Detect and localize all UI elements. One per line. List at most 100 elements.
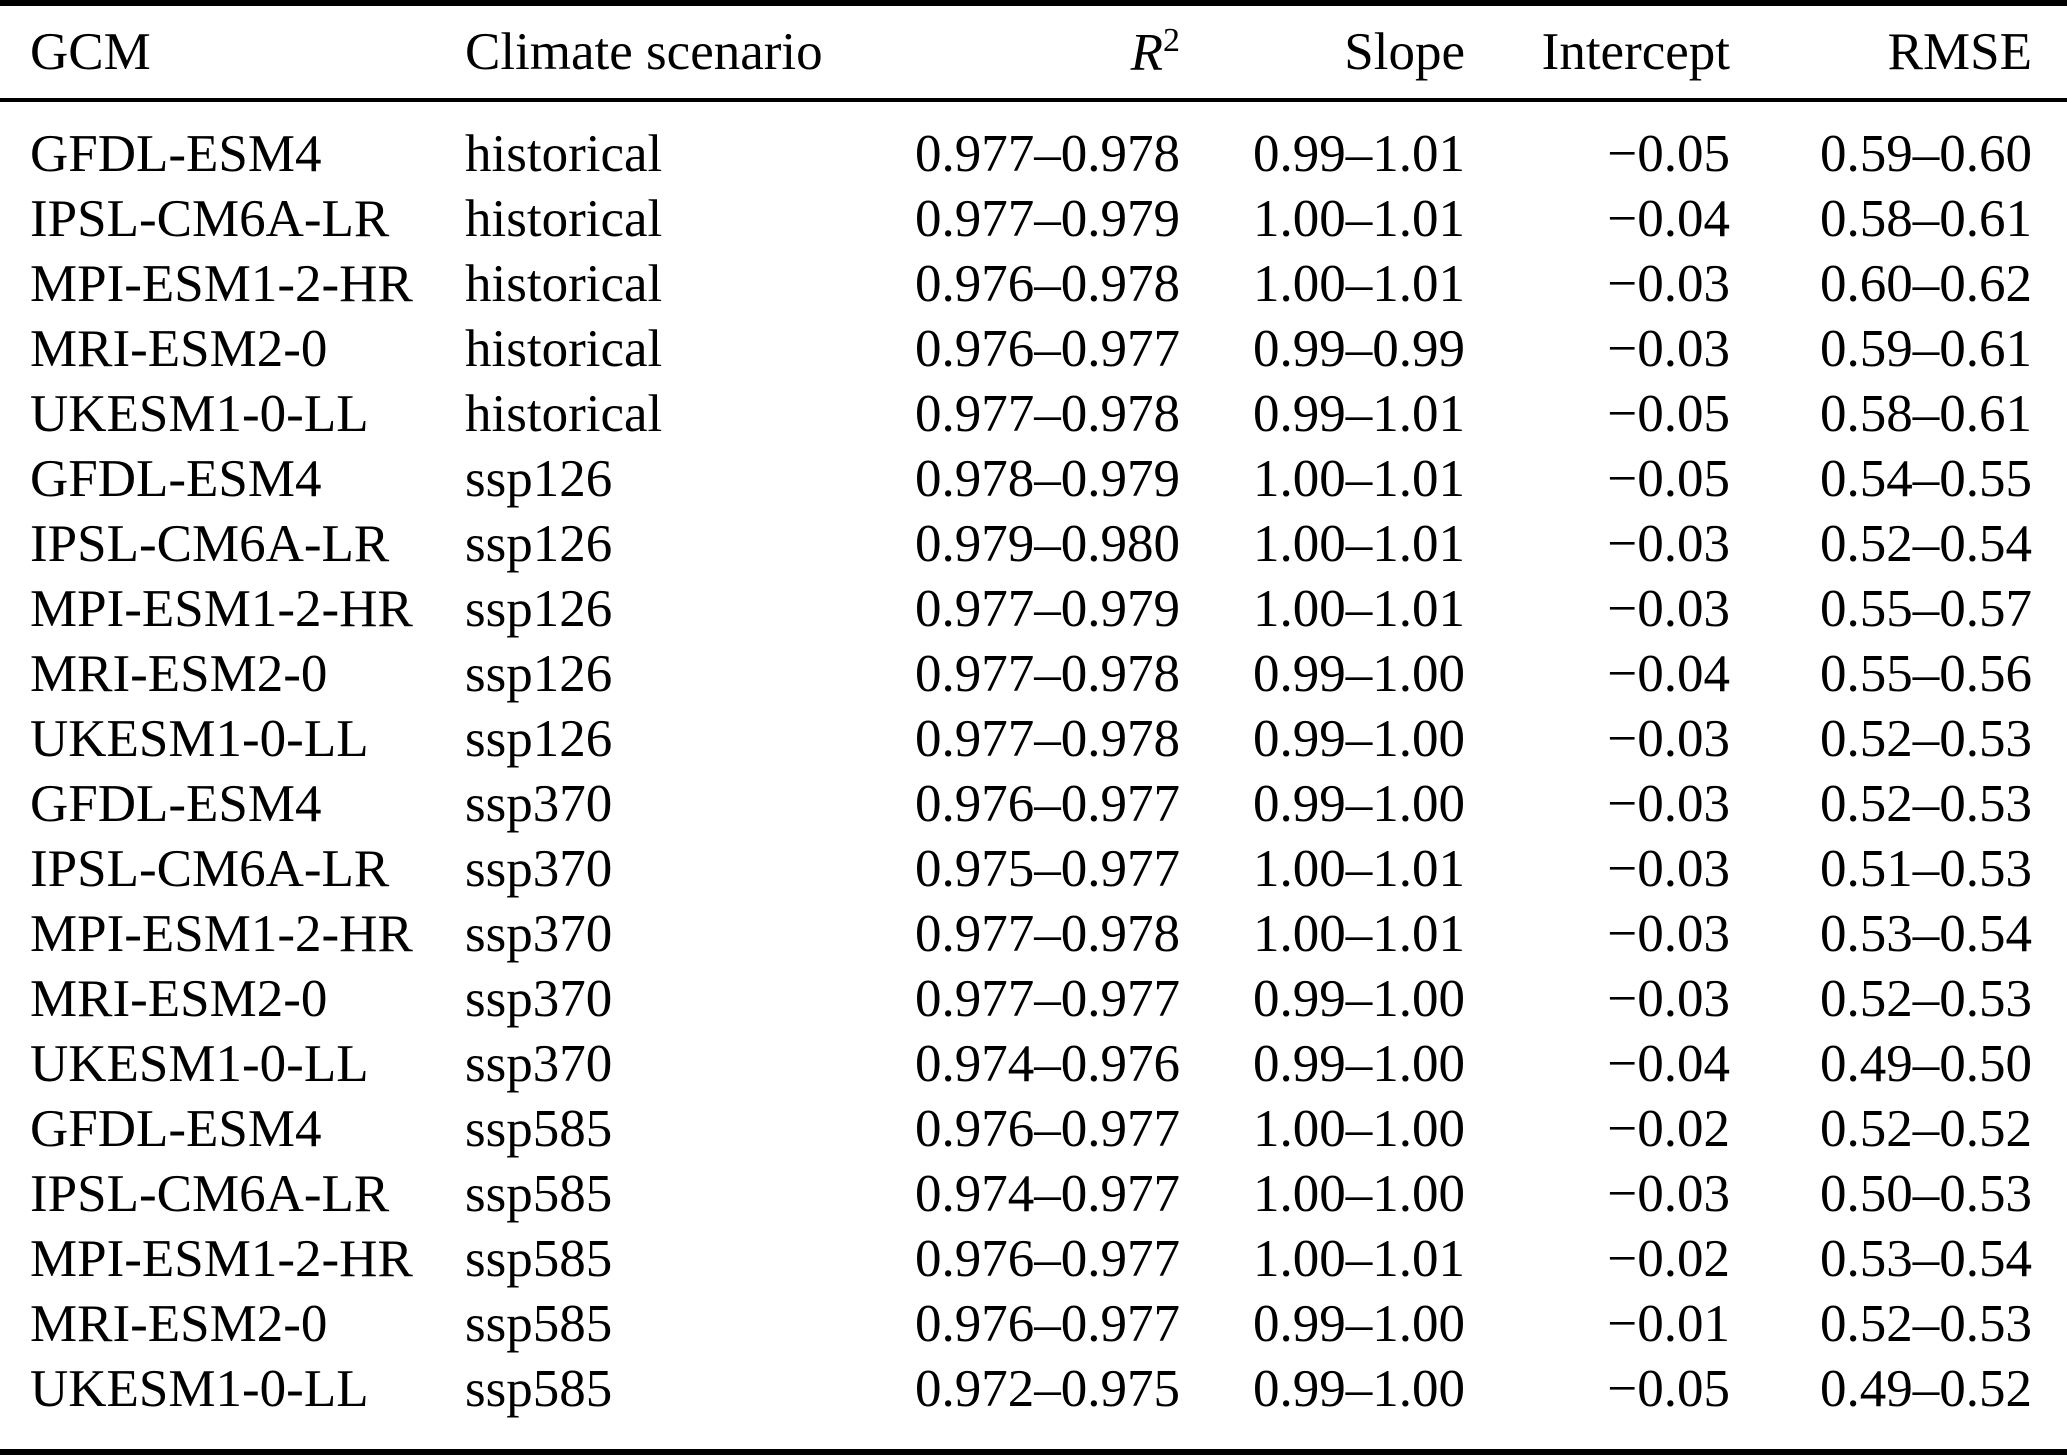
cell-r2: 0.977–0.977: [915, 970, 1180, 1028]
table-row: MPI-ESM1-2-HR ssp370 0.977–0.978 1.00–1.01 −…: [0, 902, 2067, 967]
cell-rmse: 0.59–0.61: [1820, 320, 2032, 378]
cell-intercept: −0.03: [1607, 840, 1730, 898]
r2-symbol: R: [1130, 23, 1164, 82]
table-row: UKESM1-0-LL ssp585 0.972–0.975 0.99–1.00 −0.…: [0, 1357, 2067, 1422]
table-body: GFDL-ESM4 historical 0.977–0.978 0.99–1.01 −…: [0, 100, 2067, 1422]
cell-rmse: 0.53–0.54: [1820, 905, 2032, 963]
cell-scenario: ssp585: [465, 1295, 613, 1353]
cell-rmse: 0.58–0.61: [1820, 190, 2032, 248]
cell-r2: 0.976–0.977: [915, 1100, 1180, 1158]
cell-intercept: −0.04: [1607, 645, 1730, 703]
cell-r2: 0.977–0.979: [915, 190, 1180, 248]
cell-gcm: UKESM1-0-LL: [30, 1360, 369, 1418]
cell-gcm: IPSL-CM6A-LR: [30, 515, 390, 573]
cell-intercept: −0.02: [1607, 1100, 1730, 1158]
table-row: MPI-ESM1-2-HR ssp585 0.976–0.977 1.00–1.01 −…: [0, 1227, 2067, 1292]
cell-scenario: ssp126: [465, 710, 613, 768]
cell-slope: 0.99–1.01: [1253, 125, 1465, 183]
cell-rmse: 0.52–0.52: [1820, 1100, 2032, 1158]
cell-gcm: GFDL-ESM4: [30, 450, 322, 508]
table-header: GCM Climate scenario R2 Slope Intercept …: [0, 6, 2067, 100]
table-bottom-rule: [0, 1449, 2067, 1455]
cell-intercept: −0.04: [1607, 190, 1730, 248]
cell-gcm: MRI-ESM2-0: [30, 320, 328, 378]
cell-scenario: ssp585: [465, 1165, 613, 1223]
cell-gcm: GFDL-ESM4: [30, 1100, 322, 1158]
cell-slope: 0.99–1.00: [1253, 1360, 1465, 1418]
cell-gcm: IPSL-CM6A-LR: [30, 190, 390, 248]
cell-rmse: 0.49–0.52: [1820, 1360, 2032, 1418]
cell-intercept: −0.01: [1607, 1295, 1730, 1353]
cell-scenario: historical: [465, 125, 663, 183]
cell-slope: 1.00–1.01: [1253, 1230, 1465, 1288]
cell-slope: 1.00–1.01: [1253, 255, 1465, 313]
cell-intercept: −0.03: [1607, 970, 1730, 1028]
cell-scenario: ssp370: [465, 905, 613, 963]
cell-rmse: 0.52–0.53: [1820, 970, 2032, 1028]
cell-slope: 1.00–1.01: [1253, 580, 1465, 638]
table-top-rule: [0, 0, 2067, 6]
cell-slope: 1.00–1.01: [1253, 190, 1465, 248]
cell-rmse: 0.54–0.55: [1820, 450, 2032, 508]
table-row: GFDL-ESM4 ssp370 0.976–0.977 0.99–1.00 −0.03…: [0, 772, 2067, 837]
table-row: MRI-ESM2-0 ssp126 0.977–0.978 0.99–1.00 −0.0…: [0, 642, 2067, 707]
cell-r2: 0.978–0.979: [915, 450, 1180, 508]
cell-r2: 0.976–0.977: [915, 320, 1180, 378]
table-row: UKESM1-0-LL ssp370 0.974–0.976 0.99–1.00 −0.…: [0, 1032, 2067, 1097]
cell-rmse: 0.52–0.54: [1820, 515, 2032, 573]
cell-scenario: ssp370: [465, 1035, 613, 1093]
cell-r2: 0.976–0.977: [915, 1230, 1180, 1288]
cell-slope: 0.99–0.99: [1253, 320, 1465, 378]
cell-slope: 0.99–1.00: [1253, 970, 1465, 1028]
cell-r2: 0.976–0.978: [915, 255, 1180, 313]
cell-intercept: −0.05: [1607, 385, 1730, 443]
cell-rmse: 0.59–0.60: [1820, 125, 2032, 183]
cell-r2: 0.976–0.977: [915, 775, 1180, 833]
cell-slope: 1.00–1.01: [1253, 840, 1465, 898]
cell-rmse: 0.52–0.53: [1820, 710, 2032, 768]
cell-intercept: −0.03: [1607, 775, 1730, 833]
column-header-r2: R2: [880, 6, 1180, 100]
cell-slope: 1.00–1.01: [1253, 515, 1465, 573]
cell-gcm: MPI-ESM1-2-HR: [30, 255, 413, 313]
cell-r2: 0.976–0.977: [915, 1295, 1180, 1353]
column-header-gcm: GCM: [30, 22, 151, 81]
cell-intercept: −0.03: [1607, 905, 1730, 963]
table-row: MPI-ESM1-2-HR ssp126 0.977–0.979 1.00–1.01 −…: [0, 577, 2067, 642]
cell-gcm: IPSL-CM6A-LR: [30, 1165, 390, 1223]
cell-r2: 0.974–0.976: [915, 1035, 1180, 1093]
cell-rmse: 0.50–0.53: [1820, 1165, 2032, 1223]
cell-scenario: ssp585: [465, 1360, 613, 1418]
cell-r2: 0.977–0.978: [915, 905, 1180, 963]
cell-r2: 0.977–0.978: [915, 385, 1180, 443]
table-row: MRI-ESM2-0 historical 0.976–0.977 0.99–0.99…: [0, 317, 2067, 382]
cell-slope: 0.99–1.00: [1253, 710, 1465, 768]
column-header-scenario: Climate scenario: [465, 22, 823, 81]
cell-slope: 0.99–1.00: [1253, 1295, 1465, 1353]
cell-scenario: ssp126: [465, 645, 613, 703]
cell-scenario: ssp370: [465, 840, 613, 898]
cell-scenario: historical: [465, 320, 663, 378]
cell-rmse: 0.58–0.61: [1820, 385, 2032, 443]
table-row: MRI-ESM2-0 ssp370 0.977–0.977 0.99–1.00 −0.0…: [0, 967, 2067, 1032]
cell-intercept: −0.03: [1607, 515, 1730, 573]
table-row: IPSL-CM6A-LR ssp585 0.974–0.977 1.00–1.00 −0…: [0, 1162, 2067, 1227]
cell-scenario: ssp126: [465, 450, 613, 508]
cell-gcm: MPI-ESM1-2-HR: [30, 580, 413, 638]
cell-rmse: 0.52–0.53: [1820, 1295, 2032, 1353]
cell-gcm: MPI-ESM1-2-HR: [30, 1230, 413, 1288]
cell-gcm: GFDL-ESM4: [30, 775, 322, 833]
table-row: MPI-ESM1-2-HR historical 0.976–0.978 1.00–1…: [0, 252, 2067, 317]
cell-intercept: −0.03: [1607, 320, 1730, 378]
column-header-rmse: RMSE: [1887, 22, 2032, 81]
cell-intercept: −0.04: [1607, 1035, 1730, 1093]
cell-gcm: MRI-ESM2-0: [30, 970, 328, 1028]
cell-scenario: ssp585: [465, 1230, 613, 1288]
cell-intercept: −0.05: [1607, 450, 1730, 508]
cell-intercept: −0.05: [1607, 125, 1730, 183]
cell-scenario: ssp126: [465, 580, 613, 638]
cell-intercept: −0.05: [1607, 1360, 1730, 1418]
table-row: IPSL-CM6A-LR ssp126 0.979–0.980 1.00–1.01 −0…: [0, 512, 2067, 577]
cell-scenario: ssp370: [465, 775, 613, 833]
